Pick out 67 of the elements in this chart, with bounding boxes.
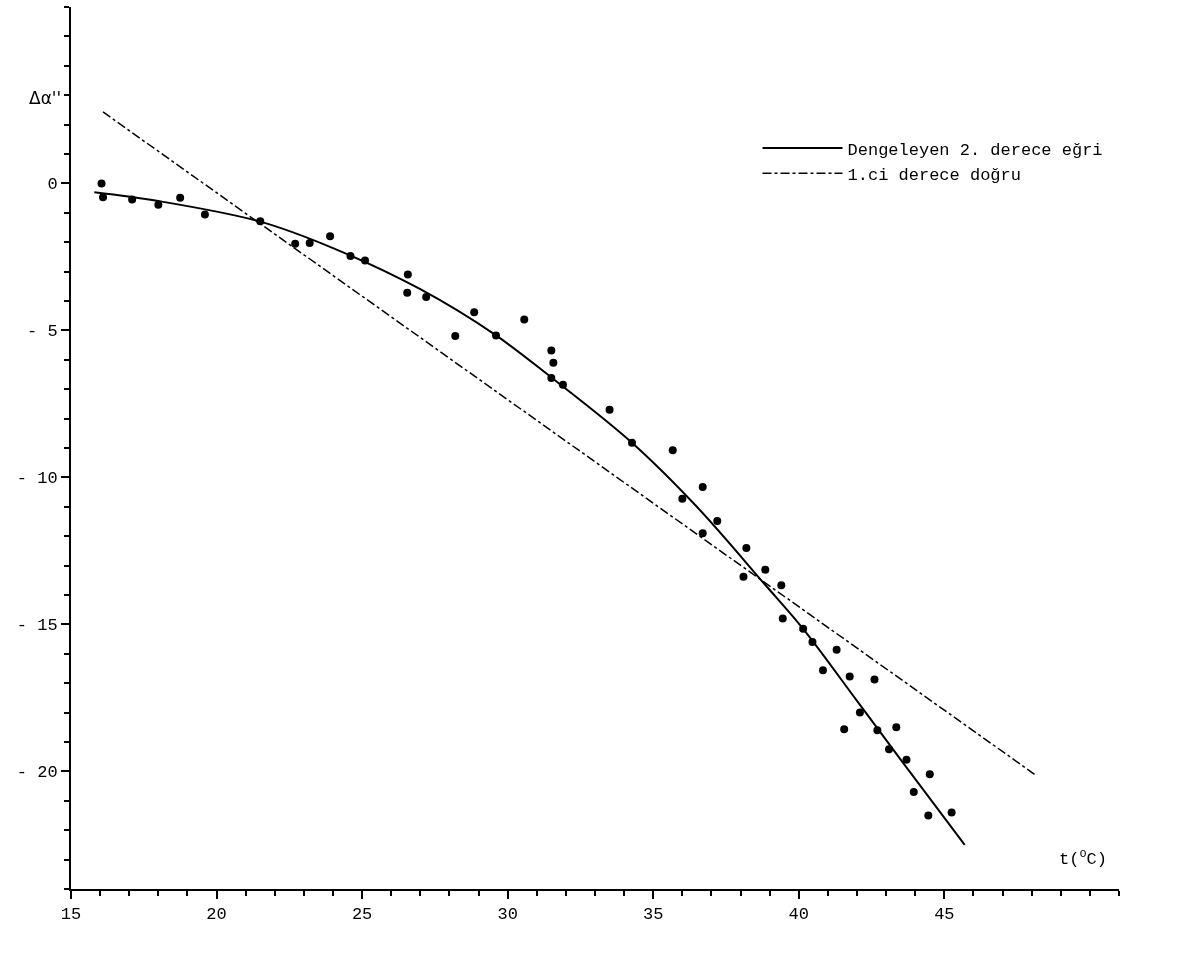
point [855, 708, 864, 717]
legend-label: Dengeleyen 2. derece eğri [847, 140, 1103, 160]
point [403, 270, 412, 279]
point [520, 315, 529, 324]
point [176, 193, 185, 202]
x-tick-label: 20 [206, 905, 227, 925]
y-tick-label: 0 [47, 175, 58, 195]
y-tick-label: - 15 [16, 616, 58, 636]
point [713, 516, 722, 525]
point [422, 292, 431, 301]
point [451, 331, 460, 340]
point [549, 358, 558, 367]
point [605, 405, 614, 414]
point [305, 239, 314, 248]
point [326, 232, 335, 241]
point [470, 308, 479, 317]
point [361, 256, 370, 265]
point [547, 346, 556, 355]
point [97, 179, 106, 188]
point [698, 483, 707, 492]
point [777, 581, 786, 590]
point [832, 645, 841, 654]
point [492, 331, 501, 340]
point [845, 672, 854, 681]
point [892, 723, 901, 732]
x-tick-label: 25 [351, 905, 373, 925]
point [200, 210, 209, 219]
point [870, 675, 879, 684]
point [403, 288, 412, 297]
point [873, 726, 882, 735]
point [668, 446, 677, 455]
y-tick-label: - 5 [26, 322, 58, 342]
point [291, 239, 300, 248]
point [909, 787, 918, 796]
legend-label: 1.ci derece doğru [847, 165, 1021, 185]
point [558, 380, 567, 389]
point [346, 252, 355, 261]
point [947, 808, 956, 817]
y-tick-label: - 20 [16, 763, 58, 783]
x-tick-label: 15 [60, 905, 82, 925]
point [902, 755, 911, 764]
point [678, 494, 687, 503]
x-axis-title: t($^{o}$C) [1059, 847, 1107, 870]
point [739, 572, 748, 581]
point [808, 638, 817, 647]
point [761, 565, 770, 574]
point [698, 529, 707, 538]
point [154, 200, 163, 209]
point [742, 543, 751, 552]
point [818, 666, 827, 675]
point [778, 614, 787, 623]
point [256, 217, 265, 226]
point [799, 624, 808, 633]
point [128, 195, 137, 204]
point [99, 193, 108, 202]
point [627, 438, 636, 447]
y-axis-title: Δα'' [29, 88, 62, 108]
point [885, 745, 894, 754]
point [547, 374, 556, 383]
point [840, 725, 849, 734]
x-tick-label: 40 [788, 905, 809, 925]
point [925, 770, 934, 779]
x-tick-label: 30 [497, 905, 518, 925]
point [924, 811, 933, 820]
y-tick-label: - 10 [16, 469, 58, 489]
x-tick-label: 45 [934, 905, 955, 925]
x-tick-label: 35 [643, 905, 664, 925]
